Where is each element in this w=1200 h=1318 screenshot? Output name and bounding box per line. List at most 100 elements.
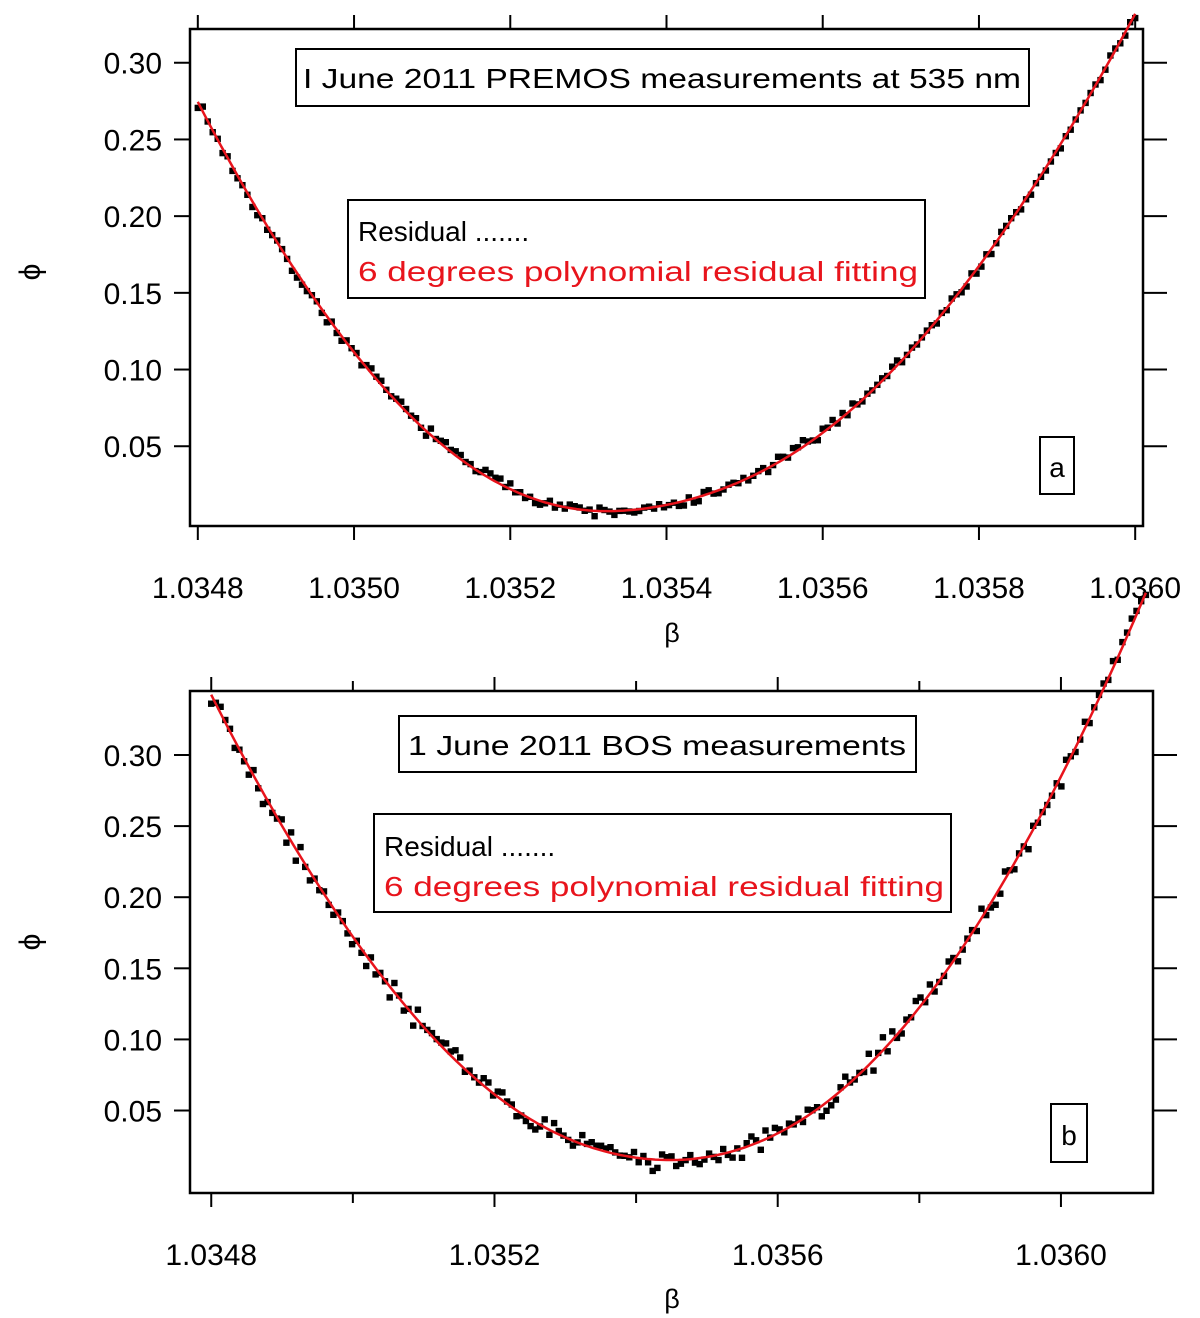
residual-point xyxy=(695,498,702,505)
residual-point xyxy=(734,1145,741,1152)
x-tick-label: 1.0348 xyxy=(152,572,244,605)
y-tick-labels: 0.05 0.10 0.15 0.20 0.25 0.30 xyxy=(104,740,162,1129)
residual-point xyxy=(959,946,966,953)
residual-point xyxy=(875,1049,882,1057)
residual-point xyxy=(597,1142,605,1149)
residual-point xyxy=(1025,846,1032,853)
residual-point xyxy=(933,320,940,327)
residual-point xyxy=(217,703,224,710)
residual-point xyxy=(348,941,356,948)
residual-point xyxy=(414,1006,422,1013)
residual-point xyxy=(293,274,301,281)
residual-point xyxy=(1097,76,1104,84)
y-tick-label: 0.20 xyxy=(104,201,162,234)
residual-point xyxy=(499,1089,506,1096)
residual-point xyxy=(1072,748,1079,756)
residual-point xyxy=(635,1159,642,1166)
x-tick-labels: 1.0348 1.0350 1.0352 1.0354 1.0356 1.0358 1.03… xyxy=(152,572,1181,605)
residual-point xyxy=(898,1030,905,1037)
residual-point xyxy=(330,911,337,918)
residual-point xyxy=(1042,167,1050,174)
x-ticks-top xyxy=(210,677,1062,691)
residual-point xyxy=(561,505,568,512)
residual-point xyxy=(842,1073,849,1080)
panel-label: b xyxy=(1061,1120,1077,1151)
residual-point xyxy=(292,857,299,864)
residual-point xyxy=(1001,868,1009,875)
residual-point xyxy=(612,1149,619,1156)
residual-point xyxy=(781,1129,788,1136)
residual-point xyxy=(447,1048,454,1055)
residual-point xyxy=(249,203,256,211)
residual-point xyxy=(283,839,290,846)
residual-point xyxy=(690,499,697,506)
panel-a: 1.0348 1.0350 1.0352 1.0354 1.0356 1.0358 1.03… xyxy=(14,13,1181,648)
residual-point xyxy=(912,997,919,1005)
residual-point xyxy=(884,1048,891,1055)
residual-point xyxy=(968,270,975,277)
y-tick-label: 0.10 xyxy=(104,1024,162,1057)
plot-frame xyxy=(188,689,1155,1195)
residual-point xyxy=(576,504,583,511)
residual-point xyxy=(987,904,995,911)
residual-point xyxy=(673,1162,680,1170)
x-tick-label: 1.0354 xyxy=(621,572,713,605)
residual-point xyxy=(1062,756,1070,763)
residual-point xyxy=(978,263,985,270)
residual-point xyxy=(804,438,812,445)
residual-point xyxy=(743,1140,750,1147)
residual-point xyxy=(631,509,638,516)
residual-point xyxy=(799,437,807,444)
residual-point xyxy=(358,949,365,956)
title-box xyxy=(398,715,917,773)
residual-point xyxy=(194,104,201,112)
x-tick-labels: 1.0348 1.0352 1.0356 1.0360 xyxy=(165,1239,1106,1272)
residual-point xyxy=(730,479,737,486)
residual-point xyxy=(287,829,295,836)
residual-point xyxy=(849,400,856,407)
residual-point xyxy=(658,1151,666,1158)
residual-point xyxy=(685,494,692,501)
x-tick-label: 1.0360 xyxy=(1089,572,1181,605)
residual-point xyxy=(926,981,934,988)
residual-point xyxy=(1081,718,1089,725)
x-tick-label: 1.0360 xyxy=(1015,1239,1107,1272)
residual-point xyxy=(264,226,271,233)
residual-point xyxy=(945,958,952,965)
residual-point xyxy=(1095,691,1103,699)
fit-curve xyxy=(210,592,1148,1162)
residual-point xyxy=(1086,719,1093,727)
residual-point xyxy=(497,475,504,482)
residual-point xyxy=(297,843,304,851)
residual-point xyxy=(457,1054,464,1061)
legend-entry-fit: 6 degrees polynomial residual fitting xyxy=(384,871,944,902)
residual-point xyxy=(740,474,747,482)
residual-point xyxy=(303,287,311,295)
residual-point xyxy=(386,994,393,1001)
residual-point xyxy=(677,1160,685,1167)
residual-point xyxy=(725,481,732,488)
residual-point xyxy=(1119,638,1126,646)
residual-point xyxy=(536,1123,544,1130)
residual-point xyxy=(829,416,836,424)
residual-point xyxy=(372,971,379,978)
residual-point xyxy=(521,494,529,502)
residual-point xyxy=(779,453,787,460)
legend-box xyxy=(347,199,926,299)
residual-point xyxy=(680,502,688,509)
y-ticks-right xyxy=(1153,753,1177,1112)
residual-point xyxy=(467,460,474,468)
residual-point xyxy=(447,446,454,454)
x-tick-label: 1.0352 xyxy=(449,1239,541,1272)
residual-point xyxy=(879,375,886,382)
residual-point xyxy=(378,377,385,384)
residual-point xyxy=(255,785,262,792)
residual-point xyxy=(785,1120,793,1127)
y-tick-label: 0.15 xyxy=(104,953,162,986)
residual-point xyxy=(531,499,539,507)
residual-point xyxy=(1027,191,1035,198)
residual-point xyxy=(320,888,328,895)
residual-point xyxy=(823,1107,830,1114)
residual-point xyxy=(922,999,929,1006)
x-tick-label: 1.0356 xyxy=(777,572,869,605)
